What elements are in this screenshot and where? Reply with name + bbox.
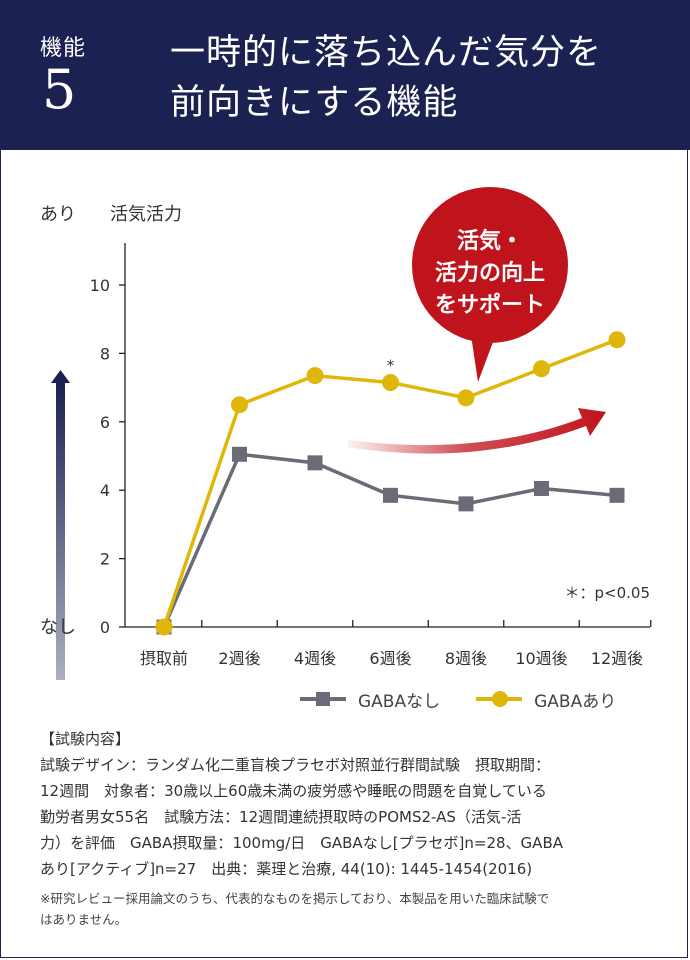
legend-item-gaba-without: GABAなし <box>300 687 440 712</box>
x-tick-label: 10週後 <box>515 649 567 668</box>
significance-note: ＊：p<0.05 <box>565 584 651 602</box>
data-point-circle <box>155 618 173 636</box>
y-axis-title: 活気活力 <box>110 204 182 225</box>
footnote: ※研究レビュー採用論文のうち、代表的なものを掲示しており、本製品を用いた臨床試験… <box>40 888 660 930</box>
y-tick-label: 0 <box>100 618 110 637</box>
details-line: 勤労者男女55名 試験方法：12週間連続摂取時のPOMS2-AS（活気-活 <box>40 808 522 826</box>
callout-line-2: 活力の向上 <box>435 260 545 286</box>
y-tick-label: 8 <box>100 344 110 363</box>
x-tick-label: 6週後 <box>369 649 411 668</box>
details-line: 12週間 対象者：30歳以上60歳未満の疲労感や睡眠の問題を自覚している <box>40 782 547 800</box>
footnote-line-2: はありません。 <box>40 912 128 927</box>
callout-bubble <box>412 187 568 343</box>
data-point-circle <box>382 373 399 391</box>
arrow-up-head <box>51 370 70 383</box>
trend-arrow <box>348 408 606 454</box>
study-details: 【試験内容】 試験デザイン：ランダム化二重盲検プラセボ対照並行群間試験 摂取期間… <box>40 726 660 882</box>
details-line: 試験デザイン：ランダム化二重盲検プラセボ対照並行群間試験 摂取期間： <box>40 756 551 774</box>
legend-item-gaba-with: GABAあり <box>476 687 616 712</box>
x-tick-label: 摂取前 <box>140 649 188 668</box>
y-tick-label: 10 <box>90 276 110 295</box>
data-point-circle <box>457 389 475 407</box>
data-point-circle <box>608 331 626 349</box>
x-tick-label: 2週後 <box>218 649 260 668</box>
function-label: 機能 <box>40 36 87 61</box>
x-tick-label: 4週後 <box>294 649 336 668</box>
y-tick-label: 4 <box>100 481 110 500</box>
series-line <box>162 452 618 628</box>
legend-label-gaba-without: GABAなし <box>358 691 441 712</box>
data-point-square <box>383 487 398 503</box>
y-low-label: なし <box>40 617 76 638</box>
y-high-label: あり <box>40 204 76 225</box>
legend-swatch-square <box>300 692 346 706</box>
footnote-line-1: ※研究レビュー採用論文のうち、代表的なものを掲示しており、本製品を用いた臨床試験… <box>40 891 550 906</box>
details-heading: 【試験内容】 <box>40 730 131 748</box>
legend-swatch-circle <box>476 691 523 707</box>
function-number: 5 <box>42 58 77 121</box>
data-point-circle <box>231 396 248 414</box>
line-chart: あり 活気活力 なし 0 2 4 6 8 10 摂取前 2週後 4週後 6週後 8週後 10週後 12週… <box>40 187 652 680</box>
data-point-square <box>307 455 323 471</box>
page-title: 一時的に落ち込んだ気分を 前向きにする機能 <box>170 28 670 128</box>
y-tick-label: 2 <box>100 550 110 569</box>
data-point-circle <box>533 360 550 378</box>
x-tick-label: 8週後 <box>445 649 487 668</box>
details-line: あり[アクティブ]n=27 出典：薬理と治療, 44(10): 1445-145… <box>40 860 533 878</box>
x-tick-label: 12週後 <box>591 649 643 668</box>
data-point-square <box>458 496 474 512</box>
legend-label-gaba-with: GABAあり <box>534 691 617 712</box>
callout-line-3: をサポート <box>435 292 545 318</box>
data-point-square <box>232 446 247 462</box>
details-line: 力）を評価 GABA摂取量：100mg/日 GABAなし[プラセボ]n=28、G… <box>40 834 563 852</box>
significance-mark: * <box>387 356 395 374</box>
y-tick-label: 6 <box>100 413 110 432</box>
data-point-circle <box>306 367 324 385</box>
data-point-square <box>534 480 549 496</box>
chart-legend: GABAなし GABAあり <box>300 684 616 714</box>
vertical-arrow-shaft <box>56 382 65 680</box>
header-banner: 機能 5 一時的に落ち込んだ気分を 前向きにする機能 <box>0 0 690 150</box>
title-line-2: 前向きにする機能 <box>170 83 459 123</box>
callout-line-1: 活気・ <box>457 228 523 254</box>
title-line-1: 一時的に落ち込んだ気分を <box>170 33 603 73</box>
data-point-square <box>609 487 625 503</box>
